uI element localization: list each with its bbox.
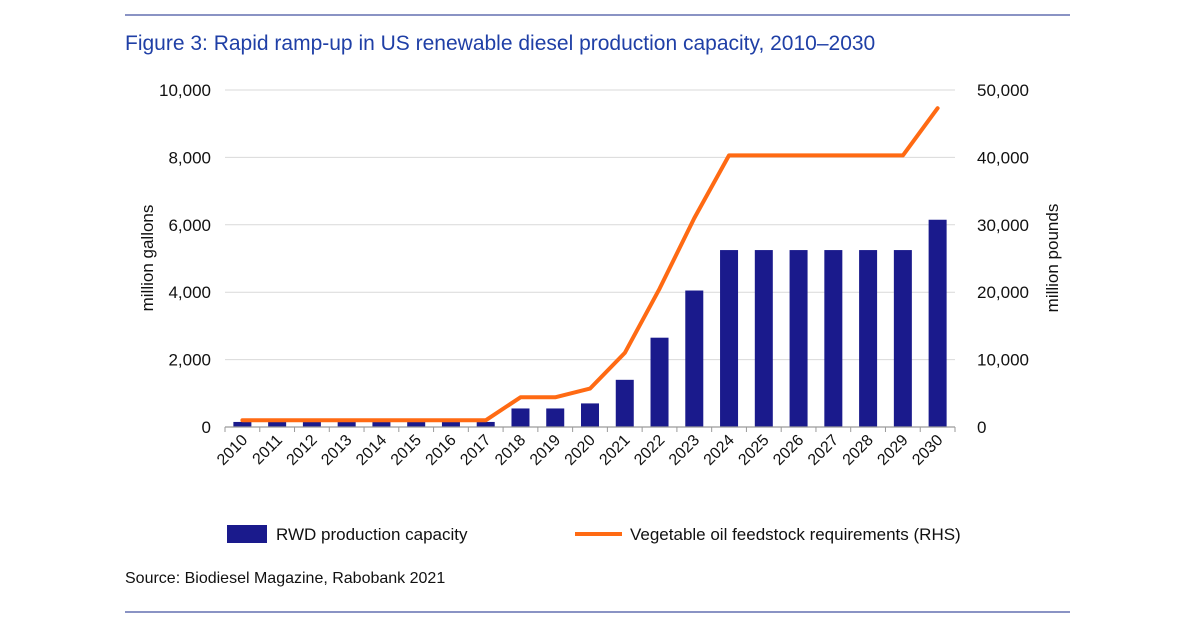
x-tick-label: 2015 [388,432,425,469]
bar-2022 [650,337,669,427]
bar-2026 [789,250,808,427]
bar-2021 [615,379,634,427]
gridlines [225,89,955,361]
x-tick-label: 2029 [874,432,911,469]
x-tick-label: 2024 [701,432,738,469]
x-tick-label: 2023 [666,432,703,469]
y2-tick-label: 50,000 [977,81,1029,100]
y-tick-label: 6,000 [168,216,211,235]
bars [233,219,947,427]
bar-2016 [441,421,460,427]
x-tick-label: 2016 [423,432,460,469]
x-tick-label: 2014 [353,432,390,469]
bar-2012 [302,421,321,427]
bar-2013 [337,421,356,427]
axes: 10,000 50,000 8,000 40,000 6,000 30,000 4,000 2… [138,81,1062,469]
bar-2014 [372,421,391,427]
legend: RWD production capacity Vegetable oil fee… [227,525,961,544]
y-tick-label: 8,000 [168,148,211,167]
x-tick-label: 2027 [805,432,842,469]
bar-2029 [893,250,912,427]
x-tick-label: 2018 [492,432,529,469]
legend-line-label: Vegetable oil feedstock requirements (RH… [630,525,961,544]
y2-tick-label: 0 [977,418,986,437]
source-note: Source: Biodiesel Magazine, Rabobank 202… [125,570,446,587]
x-tick-label: 2019 [527,432,564,469]
x-tick-label: 2010 [214,432,251,469]
y-axis-title: million gallons [138,205,157,312]
y-tick-label: 4,000 [168,283,211,302]
x-tick-label: 2013 [318,432,355,469]
bar-2010 [233,421,252,427]
legend-bar-swatch [227,525,267,543]
y2-tick-label: 30,000 [977,216,1029,235]
bottom-rule [125,611,1070,613]
y-tick-label: 0 [202,418,211,437]
line-series [240,106,940,423]
x-tick-label: 2020 [562,432,599,469]
bar-2018 [511,408,530,427]
feedstock-line [240,106,940,423]
y-tick-label: 2,000 [168,351,211,370]
bar-2025 [754,250,773,427]
chart-title: Figure 3: Rapid ramp-up in US renewable … [125,32,876,55]
y2-axis-title: million pounds [1043,204,1062,313]
bar-2011 [268,421,287,427]
bar-2024 [720,250,739,427]
bar-2028 [859,250,878,427]
x-tick-label: 2021 [596,432,633,469]
top-rule [125,14,1070,16]
x-tick-label: 2011 [250,432,286,468]
y2-tick-label: 40,000 [977,148,1029,167]
y2-tick-label: 20,000 [977,283,1029,302]
y2-tick-label: 10,000 [977,351,1029,370]
bar-2023 [685,290,704,427]
bar-2015 [407,421,426,427]
x-tick-label: 2012 [284,432,321,469]
x-tick-label: 2028 [840,432,877,469]
x-tick-label: 2026 [770,432,807,469]
x-tick-label: 2022 [631,432,668,469]
bar-2020 [581,403,599,427]
y-tick-label: 10,000 [159,81,211,100]
bar-2030 [928,219,947,427]
x-tick-label: 2025 [735,432,772,469]
bar-2019 [546,408,565,427]
legend-bar-label: RWD production capacity [276,525,468,544]
x-tick-label: 2030 [909,432,946,469]
bar-2027 [824,250,843,427]
x-tick-label: 2017 [457,432,494,469]
bar-2017 [476,421,495,427]
